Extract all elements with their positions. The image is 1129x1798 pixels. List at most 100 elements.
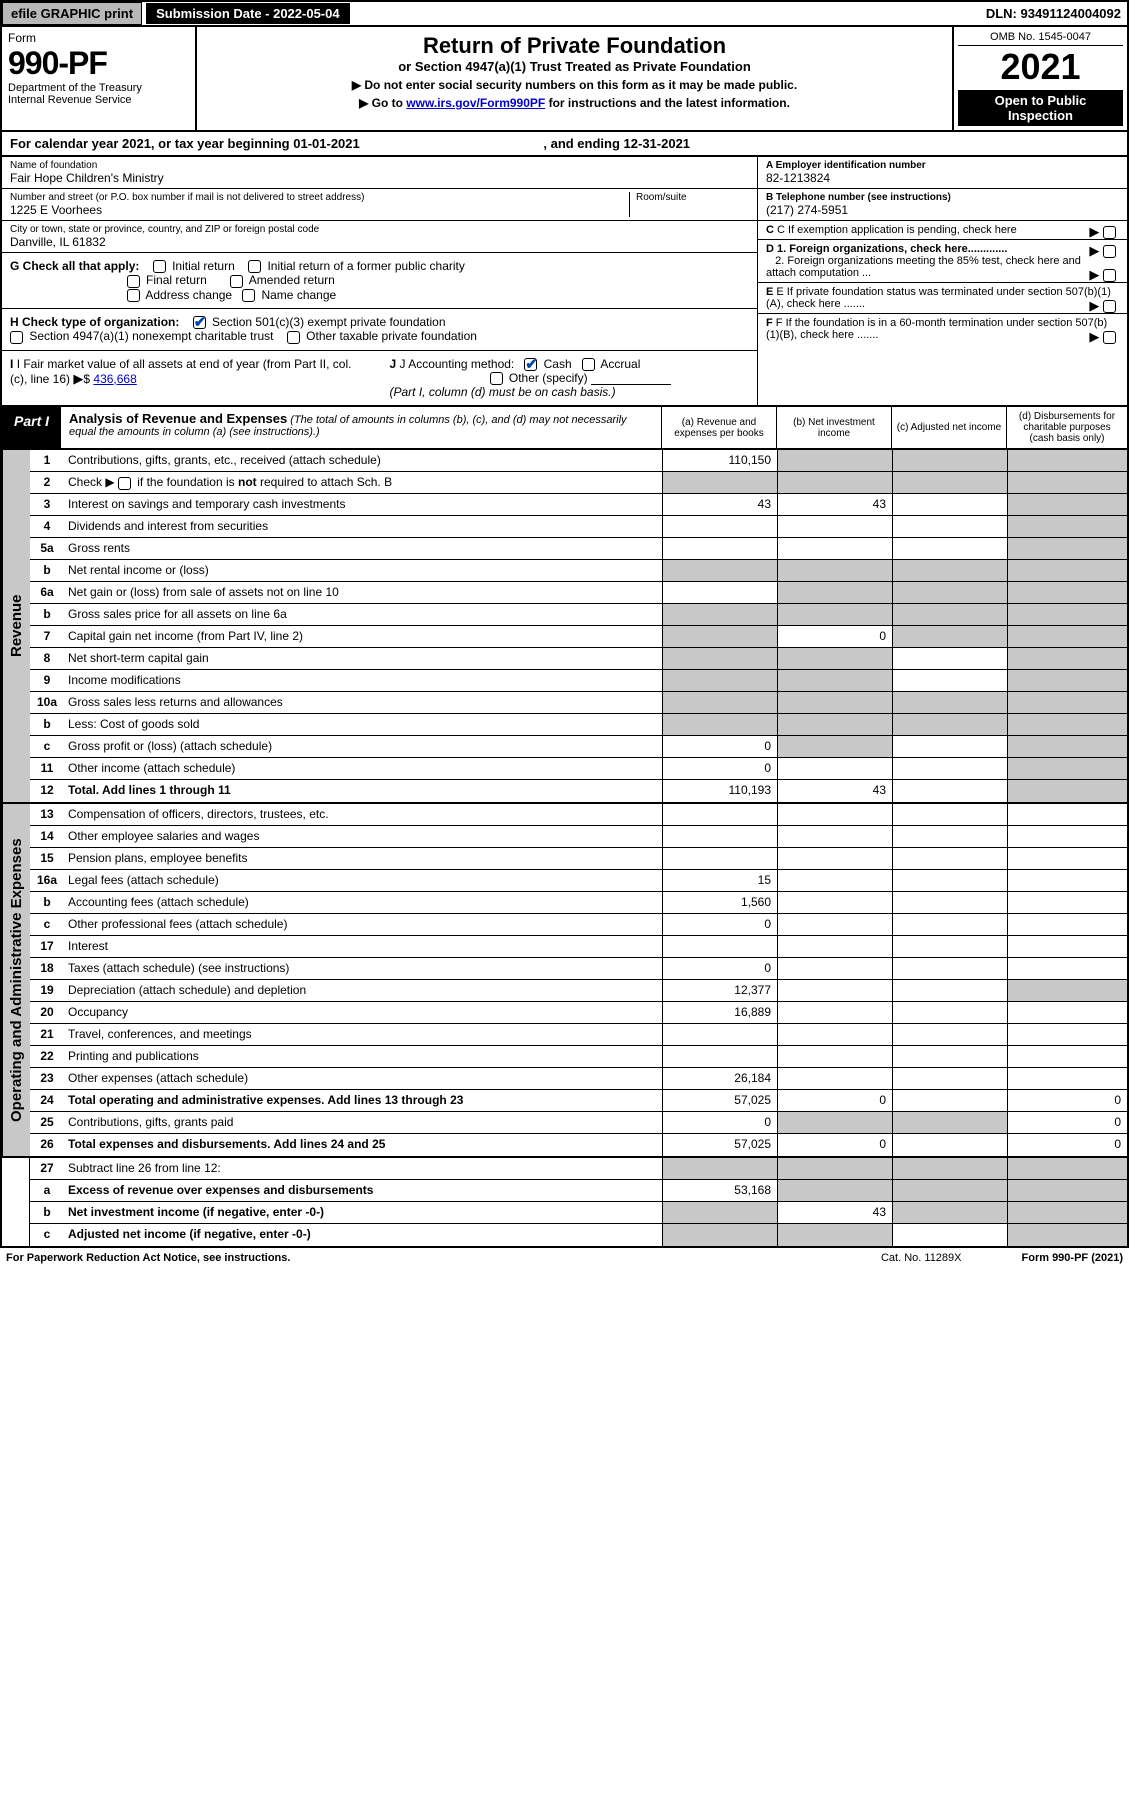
other-method-checkbox[interactable] <box>490 372 503 385</box>
revenue-rows: 1Contributions, gifts, grants, etc., rec… <box>30 450 1127 802</box>
row-27b: bNet investment income (if negative, ent… <box>30 1202 1127 1224</box>
g-label: G Check all that apply: <box>10 259 139 273</box>
cash-checkbox[interactable] <box>524 358 537 371</box>
c-checkbox[interactable] <box>1103 226 1116 239</box>
col-c-header: (c) Adjusted net income <box>892 407 1007 448</box>
footer: For Paperwork Reduction Act Notice, see … <box>0 1248 1129 1268</box>
pra-notice: For Paperwork Reduction Act Notice, see … <box>6 1252 290 1264</box>
h-check-row: H Check type of organization: Section 50… <box>2 309 757 351</box>
h-opt-3: Other taxable private foundation <box>306 329 477 343</box>
f-checkbox[interactable] <box>1103 331 1116 344</box>
dept-label: Department of the Treasury <box>8 82 189 94</box>
expenses-table: Operating and Administrative Expenses 13… <box>0 804 1129 1158</box>
row-18: 18Taxes (attach schedule) (see instructi… <box>30 958 1127 980</box>
header-right: OMB No. 1545-0047 2021 Open to Public In… <box>952 27 1127 130</box>
room-label: Room/suite <box>636 192 749 203</box>
4947-checkbox[interactable] <box>10 331 23 344</box>
row-10b: bLess: Cost of goods sold <box>30 714 1127 736</box>
row-4: 4Dividends and interest from securities <box>30 516 1127 538</box>
row-27c: cAdjusted net income (if negative, enter… <box>30 1224 1127 1246</box>
irs-label: Internal Revenue Service <box>8 94 189 106</box>
row-2: 2Check ▶ if the foundation is not requir… <box>30 472 1127 494</box>
row-5a: 5aGross rents <box>30 538 1127 560</box>
j-note: (Part I, column (d) must be on cash basi… <box>390 385 616 399</box>
e-checkbox[interactable] <box>1103 300 1116 313</box>
initial-former-checkbox[interactable] <box>248 260 261 273</box>
h-opt-1: Section 501(c)(3) exempt private foundat… <box>212 315 445 329</box>
line27-table: 27Subtract line 26 from line 12: aExcess… <box>0 1158 1129 1248</box>
efile-print-button[interactable]: efile GRAPHIC print <box>2 2 142 25</box>
form-number: 990-PF <box>8 45 189 82</box>
h-opt-2: Section 4947(a)(1) nonexempt charitable … <box>29 329 273 343</box>
h-label: H Check type of organization: <box>10 315 179 329</box>
schb-checkbox[interactable] <box>118 477 131 490</box>
name-change-checkbox[interactable] <box>242 289 255 302</box>
g-opt-0: Initial return <box>172 259 235 273</box>
instr-2: ▶ Go to www.irs.gov/Form990PF for instru… <box>203 96 946 110</box>
irs-link[interactable]: www.irs.gov/Form990PF <box>406 96 545 110</box>
addr-label: Number and street (or P.O. box number if… <box>10 192 629 203</box>
tel-label: B Telephone number (see instructions) <box>766 192 951 203</box>
dln-label: DLN: 93491124004092 <box>986 6 1127 21</box>
open-inspection-badge: Open to Public Inspection <box>958 90 1123 126</box>
org-info-block: Name of foundation Fair Hope Children's … <box>0 157 1129 407</box>
address-change-checkbox[interactable] <box>127 289 140 302</box>
row-11: 11Other income (attach schedule)0 <box>30 758 1127 780</box>
name-cell: Name of foundation Fair Hope Children's … <box>2 157 757 189</box>
d1-checkbox[interactable] <box>1103 245 1116 258</box>
row-8: 8Net short-term capital gain <box>30 648 1127 670</box>
row-9: 9Income modifications <box>30 670 1127 692</box>
initial-return-checkbox[interactable] <box>153 260 166 273</box>
form-footer-label: Form 990-PF (2021) <box>1022 1252 1124 1264</box>
instr2-post: for instructions and the latest informat… <box>549 96 790 110</box>
row-22: 22Printing and publications <box>30 1046 1127 1068</box>
expense-rows: 13Compensation of officers, directors, t… <box>30 804 1127 1156</box>
ein-label: A Employer identification number <box>766 160 926 171</box>
row-16c: cOther professional fees (attach schedul… <box>30 914 1127 936</box>
j-cash: Cash <box>544 357 572 371</box>
city-cell: City or town, state or province, country… <box>2 221 757 253</box>
part1-title: Analysis of Revenue and Expenses <box>69 411 287 426</box>
fmv-link[interactable]: 436,668 <box>93 372 136 386</box>
other-taxable-checkbox[interactable] <box>287 331 300 344</box>
header-left: Form 990-PF Department of the Treasury I… <box>2 27 197 130</box>
row-27: 27Subtract line 26 from line 12: <box>30 1158 1127 1180</box>
f-label: F If the foundation is in a 60-month ter… <box>766 317 1107 341</box>
d2-checkbox[interactable] <box>1103 269 1116 282</box>
address-cell: Number and street (or P.O. box number if… <box>2 189 757 221</box>
j-accrual: Accrual <box>600 357 640 371</box>
g-opt-1: Initial return of a former public charit… <box>267 259 464 273</box>
ein-value: 82-1213824 <box>766 171 1119 185</box>
row-10c: cGross profit or (loss) (attach schedule… <box>30 736 1127 758</box>
g-opt-4: Address change <box>145 288 232 302</box>
revenue-table: Revenue 1Contributions, gifts, grants, e… <box>0 450 1129 804</box>
row-16a: 16aLegal fees (attach schedule)15 <box>30 870 1127 892</box>
g-check-row: G Check all that apply: Initial return I… <box>2 253 757 309</box>
revenue-side-label: Revenue <box>2 450 30 802</box>
i-label: I Fair market value of all assets at end… <box>10 357 351 386</box>
f-cell: F F If the foundation is in a 60-month t… <box>758 314 1127 344</box>
row-3: 3Interest on savings and temporary cash … <box>30 494 1127 516</box>
foundation-name: Fair Hope Children's Ministry <box>10 171 749 185</box>
row-21: 21Travel, conferences, and meetings <box>30 1024 1127 1046</box>
form-subtitle: or Section 4947(a)(1) Trust Treated as P… <box>203 59 946 74</box>
c-cell: C C If exemption application is pending,… <box>758 221 1127 240</box>
form-word: Form <box>8 31 189 45</box>
top-bar: efile GRAPHIC print Submission Date - 20… <box>0 0 1129 27</box>
part1-desc: Analysis of Revenue and Expenses (The to… <box>61 407 661 448</box>
row-13: 13Compensation of officers, directors, t… <box>30 804 1127 826</box>
e-label: E If private foundation status was termi… <box>766 286 1111 310</box>
col-d-header: (d) Disbursements for charitable purpose… <box>1007 407 1127 448</box>
row-1: 1Contributions, gifts, grants, etc., rec… <box>30 450 1127 472</box>
501c3-checkbox[interactable] <box>193 316 206 329</box>
info-right: A Employer identification number 82-1213… <box>757 157 1127 405</box>
final-return-checkbox[interactable] <box>127 275 140 288</box>
street-address: 1225 E Voorhees <box>10 203 629 217</box>
amended-return-checkbox[interactable] <box>230 275 243 288</box>
g-opt-5: Name change <box>261 288 336 302</box>
col-b-header: (b) Net investment income <box>777 407 892 448</box>
row-23: 23Other expenses (attach schedule)26,184 <box>30 1068 1127 1090</box>
row-14: 14Other employee salaries and wages <box>30 826 1127 848</box>
accrual-checkbox[interactable] <box>582 358 595 371</box>
form-header: Form 990-PF Department of the Treasury I… <box>0 27 1129 132</box>
